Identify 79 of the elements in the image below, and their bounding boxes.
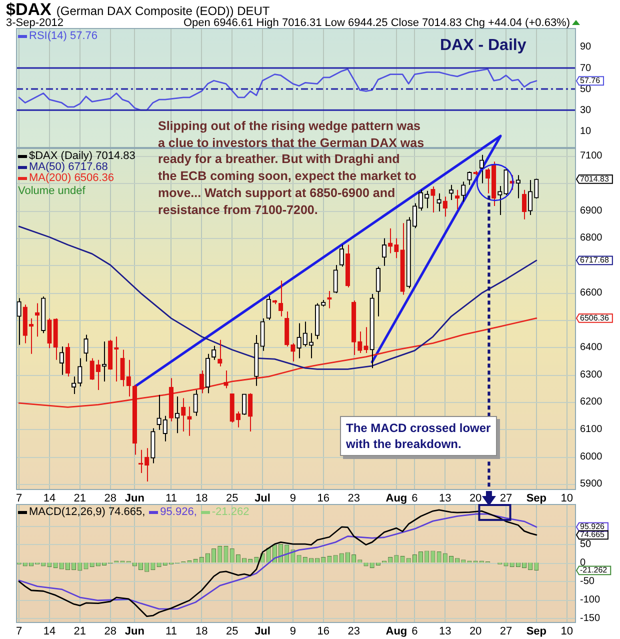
y-tick-label: 6506.36	[580, 313, 610, 322]
x-tick-label: Aug	[386, 492, 408, 505]
x-tick-label: Jun	[124, 492, 145, 505]
annotation: Slipping out of the rising wedge pattern was a clue to investors that the German DAX was ready for a breather. But with Draghi and the ECB coming soon, expect the market to move... Watch support at 6850-6900 and resistance from 7100-7200.	[158, 118, 424, 218]
chart-title: $DAX	[6, 0, 52, 19]
x-tick-label: Sep	[526, 492, 547, 505]
legend-label: MA(50) 6717.68	[29, 161, 108, 173]
y-tick-label: 6800	[580, 232, 603, 244]
x-tick-label: 28	[104, 626, 116, 638]
y-tick-label: 7100	[580, 150, 603, 162]
x-tick-label: 20	[469, 626, 482, 638]
x-tick-label: Sep	[526, 626, 547, 638]
y-tick-label: 6717.68	[580, 256, 610, 265]
chart-subtitle: (German DAX Composite (EOD)) DEUT	[56, 4, 270, 18]
annotation: The MACD crossed lower with the breakdown.	[340, 416, 497, 456]
x-tick-label: 13	[439, 626, 452, 638]
x-tick-label: 10	[560, 626, 573, 638]
x-tick-label: 7	[16, 626, 22, 638]
annotation: DAX - Daily	[440, 37, 526, 55]
x-tick-label: Jul	[254, 492, 270, 505]
y-tick-label: 74.665	[580, 530, 606, 540]
legend-label: MACD(12,26,9) 74.665,	[29, 506, 146, 518]
y-tick-label: 5900	[580, 478, 603, 490]
y-tick-label: 30	[580, 104, 592, 116]
x-tick-label: 16	[317, 492, 330, 505]
annotation: Open 6946.61 High 7016.31 Low 6944.25 Close 7014.83 Chg +44.04 (+0.63%)	[183, 17, 570, 30]
x-tick-label: Jun	[124, 626, 145, 638]
y-tick-label: 6400	[580, 342, 603, 354]
y-tick-label: 6900	[580, 205, 603, 216]
y-tick-label: 57.76	[580, 76, 601, 86]
x-tick-label: 23	[348, 492, 360, 505]
legend-label: -21.262	[212, 506, 250, 518]
annotation: 3-Sep-2012	[6, 17, 64, 30]
y-tick-label: 10	[580, 126, 592, 137]
x-tick-label: 25	[226, 492, 238, 505]
y-tick-label: 95.926	[580, 522, 606, 532]
x-tick-label: 9	[290, 626, 296, 638]
x-tick-label: 27	[500, 492, 512, 505]
y-tick-label: 0	[580, 557, 586, 568]
x-tick-label: 18	[196, 492, 208, 505]
y-tick-label: -150	[580, 612, 600, 624]
y-tick-label: -50	[580, 576, 595, 587]
x-tick-label: 25	[226, 626, 238, 638]
y-tick-label: 70	[580, 62, 592, 74]
y-tick-label: 90	[580, 42, 592, 53]
x-tick-label: 11	[166, 626, 177, 638]
x-tick-label: 21	[74, 626, 86, 638]
legend-label: 95.926,	[160, 506, 197, 518]
x-tick-label: 13	[439, 492, 452, 505]
y-tick-label: -21.262	[580, 566, 608, 575]
x-tick-label: 6	[412, 626, 418, 638]
x-tick-label: 27	[500, 626, 512, 638]
x-tick-label: 7	[16, 492, 22, 505]
annotation: Volume undef	[18, 185, 86, 198]
x-tick-label: 11	[166, 492, 177, 505]
y-tick-label: -100	[580, 594, 600, 606]
x-tick-label: 10	[560, 492, 573, 505]
x-tick-label: 21	[74, 492, 86, 505]
legend-label: RSI(14) 57.76	[29, 30, 98, 42]
x-tick-label: Aug	[386, 626, 408, 638]
x-tick-label: 14	[43, 492, 56, 505]
x-tick-label: 23	[348, 626, 360, 638]
x-tick-label: 18	[196, 626, 208, 638]
y-tick-label: 6200	[580, 396, 603, 408]
y-tick-label: 7014.83	[580, 174, 610, 184]
y-tick-label: 6600	[580, 287, 603, 298]
x-tick-label: Jul	[254, 626, 270, 638]
y-tick-label: 6000	[580, 451, 603, 462]
y-tick-label: 50	[580, 538, 592, 550]
x-tick-label: 20	[469, 492, 482, 505]
x-tick-label: 28	[104, 492, 116, 505]
x-tick-label: 16	[317, 626, 330, 638]
y-tick-label: 6100	[580, 424, 603, 436]
x-tick-label: 14	[43, 626, 56, 638]
x-tick-label: 6	[412, 492, 418, 505]
legend-label: $DAX (Daily) 7014.83	[29, 150, 136, 162]
legend-label: MA(200) 6506.36	[29, 172, 114, 184]
x-tick-label: 9	[290, 492, 296, 505]
y-tick-label: 6300	[580, 369, 603, 380]
